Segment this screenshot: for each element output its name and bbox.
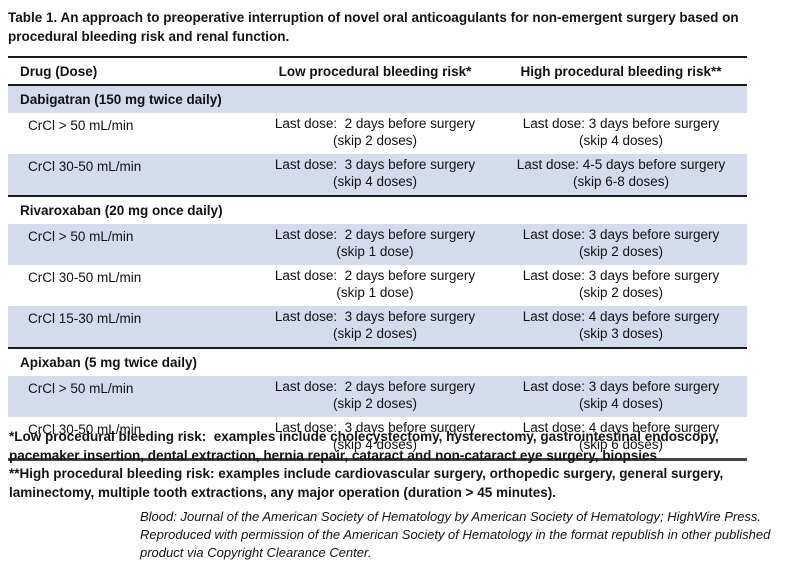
- row-label-crcl: CrCl > 50 mL/min: [28, 229, 134, 244]
- skip-doses-line: (skip 1 dose): [336, 285, 414, 300]
- table-row: CrCl > 50 mL/min Last dose: 2 days befor…: [8, 113, 747, 154]
- low-risk-cell: Last dose: 3 days before surgery (skip 2…: [255, 308, 495, 342]
- low-risk-cell: Last dose: 2 days before surgery (skip 2…: [255, 378, 495, 412]
- row-label-crcl: CrCl > 50 mL/min: [28, 381, 134, 396]
- drug-section-row-dabigatran: Dabigatran (150 mg twice daily): [8, 86, 747, 113]
- low-risk-cell: Last dose: 2 days before surgery (skip 1…: [255, 267, 495, 301]
- last-dose-line: Last dose: 2 days before surgery: [274, 268, 476, 283]
- row-label-crcl: CrCl 30-50 mL/min: [28, 159, 142, 174]
- last-dose-line: Last dose: 4 days before surgery: [522, 309, 720, 324]
- citation-line: Blood: Journal of the American Society o…: [140, 509, 762, 524]
- column-header-low-risk: Low procedural bleeding risk*: [278, 63, 472, 79]
- column-header-drug-dose: Drug (Dose): [20, 63, 98, 79]
- table-row: CrCl 30-50 mL/min Last dose: 3 days befo…: [8, 417, 747, 458]
- row-label-crcl: CrCl 30-50 mL/min: [28, 422, 142, 437]
- drug-section-row-rivaroxaban: Rivaroxaban (20 mg once daily): [8, 195, 747, 224]
- table-row: CrCl 15-30 mL/min Last dose: 3 days befo…: [8, 306, 747, 347]
- last-dose-line: Last dose: 2 days before surgery: [274, 227, 476, 242]
- last-dose-line: Last dose: 3 days before surgery: [522, 116, 720, 131]
- skip-doses-line: (skip 4 doses): [578, 133, 664, 148]
- last-dose-line: Last dose: 3 days before surgery: [522, 227, 720, 242]
- skip-doses-line: (skip 6-8 doses): [572, 174, 670, 189]
- table-header-row: Drug (Dose) Low procedural bleeding risk…: [8, 58, 747, 86]
- low-risk-cell: Last dose: 2 days before surgery (skip 1…: [255, 226, 495, 260]
- high-risk-cell: Last dose: 4-5 days before surgery (skip…: [495, 156, 747, 190]
- skip-doses-line: (skip 1 dose): [336, 244, 414, 259]
- last-dose-line: Last dose: 4 days before surgery: [522, 420, 720, 435]
- drug-section-label: Rivaroxaban (20 mg once daily): [20, 203, 223, 218]
- last-dose-line: Last dose: 3 days before surgery: [274, 420, 476, 435]
- skip-doses-line: (skip 2 doses): [578, 244, 664, 259]
- last-dose-line: Last dose: 3 days before surgery: [274, 309, 476, 324]
- high-risk-cell: Last dose: 3 days before surgery (skip 2…: [495, 267, 747, 301]
- high-risk-cell: Last dose: 4 days before surgery (skip 3…: [495, 308, 747, 342]
- last-dose-line: Last dose: 4-5 days before surgery: [516, 157, 726, 172]
- row-label-crcl: CrCl > 50 mL/min: [28, 118, 134, 133]
- column-header-high-risk: High procedural bleeding risk**: [520, 63, 722, 79]
- skip-doses-line: (skip 3 doses): [578, 326, 664, 341]
- anticoagulant-interruption-table: Drug (Dose) Low procedural bleeding risk…: [8, 56, 747, 461]
- citation-line: product via Copyright Clearance Center.: [140, 545, 372, 560]
- high-risk-cell: Last dose: 3 days before surgery (skip 4…: [495, 378, 747, 412]
- skip-doses-line: (skip 4 doses): [578, 396, 664, 411]
- low-risk-cell: Last dose: 2 days before surgery (skip 2…: [255, 115, 495, 149]
- footnote-high-risk: **High procedural bleeding risk: example…: [9, 466, 727, 500]
- high-risk-cell: Last dose: 3 days before surgery (skip 4…: [495, 115, 747, 149]
- skip-doses-line: (skip 4 doses): [332, 174, 418, 189]
- table-caption: Table 1. An approach to preoperative int…: [8, 10, 739, 44]
- drug-section-row-apixaban: Apixaban (5 mg twice daily): [8, 347, 747, 376]
- row-label-crcl: CrCl 15-30 mL/min: [28, 311, 142, 326]
- last-dose-line: Last dose: 2 days before surgery: [274, 116, 476, 131]
- skip-doses-line: (skip 2 doses): [332, 133, 418, 148]
- high-risk-cell: Last dose: 3 days before surgery (skip 2…: [495, 226, 747, 260]
- skip-doses-line: (skip 2 doses): [578, 285, 664, 300]
- skip-doses-line: (skip 2 doses): [332, 326, 418, 341]
- last-dose-line: Last dose: 2 days before surgery: [274, 379, 476, 394]
- table-row: CrCl 30-50 mL/min Last dose: 3 days befo…: [8, 154, 747, 195]
- citation-line: Reproduced with permission of the Americ…: [140, 527, 771, 542]
- high-risk-cell: Last dose: 4 days before surgery (skip 6…: [495, 419, 747, 453]
- copyright-citation: Blood: Journal of the American Society o…: [140, 508, 780, 562]
- table-row: CrCl 30-50 mL/min Last dose: 2 days befo…: [8, 265, 747, 306]
- low-risk-cell: Last dose: 3 days before surgery (skip 4…: [255, 419, 495, 453]
- drug-section-label: Apixaban (5 mg twice daily): [20, 355, 198, 370]
- last-dose-line: Last dose: 3 days before surgery: [274, 157, 476, 172]
- last-dose-line: Last dose: 3 days before surgery: [522, 379, 720, 394]
- skip-doses-line: (skip 6 doses): [578, 437, 664, 452]
- footnote-low-risk: *Low procedural bleeding risk: examples …: [9, 429, 723, 463]
- drug-section-label: Dabigatran (150 mg twice daily): [20, 92, 222, 107]
- skip-doses-line: (skip 4 doses): [332, 437, 418, 452]
- low-risk-cell: Last dose: 3 days before surgery (skip 4…: [255, 156, 495, 190]
- last-dose-line: Last dose: 3 days before surgery: [522, 268, 720, 283]
- table-footnotes: *Low procedural bleeding risk: examples …: [9, 428, 788, 502]
- table-row: CrCl > 50 mL/min Last dose: 2 days befor…: [8, 224, 747, 265]
- table-row: CrCl > 50 mL/min Last dose: 2 days befor…: [8, 376, 747, 417]
- skip-doses-line: (skip 2 doses): [332, 396, 418, 411]
- row-label-crcl: CrCl 30-50 mL/min: [28, 270, 142, 285]
